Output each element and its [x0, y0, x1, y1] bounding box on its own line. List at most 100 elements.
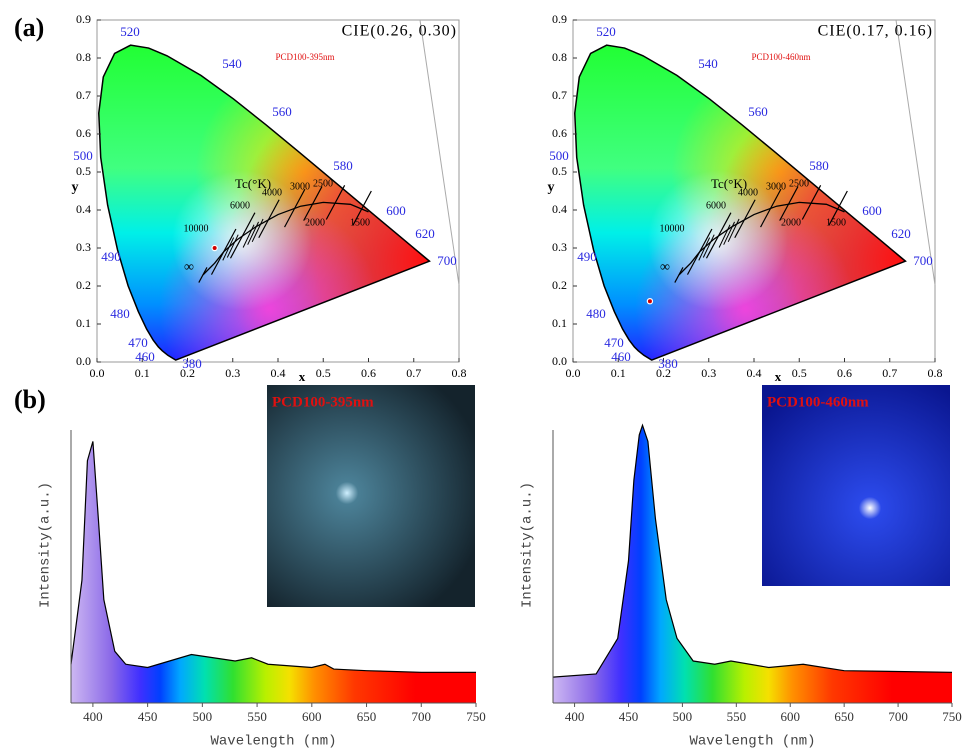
y-tick-label: 0.0	[552, 354, 567, 368]
x-tick-label: 0.2	[656, 366, 671, 380]
wavelength-label: 460	[611, 349, 631, 364]
cct-label: 4000	[738, 187, 758, 198]
isotherm	[801, 185, 822, 220]
cct-label: 1500	[350, 217, 370, 228]
planckian-title: Tc(°K)	[235, 176, 271, 191]
cct-label: 3000	[290, 181, 310, 192]
cct-label: 1500	[826, 217, 846, 228]
chromaticity-point	[646, 298, 654, 305]
y-tick-label: 0.8	[76, 50, 91, 64]
wavelength-label: 600	[862, 203, 882, 218]
cct-label: 3000	[766, 181, 786, 192]
x-tick-label: 0.0	[90, 366, 105, 380]
isotherm	[242, 224, 255, 248]
isotherm	[251, 218, 264, 243]
y-tick-label: 0.2	[76, 278, 91, 292]
x-tick-label: 600	[302, 709, 322, 724]
y-tick-label: 0.9	[76, 12, 91, 26]
cct-label: ∞	[660, 260, 670, 275]
y-tick-label: 0.4	[76, 202, 91, 216]
isotherm	[828, 190, 848, 226]
isotherm	[198, 267, 208, 283]
spectrum-line	[70, 441, 476, 673]
isotherm	[325, 185, 346, 220]
isotherm	[222, 237, 235, 261]
cct-label: 4000	[262, 187, 282, 198]
isotherm	[698, 237, 711, 261]
isotherm	[723, 221, 735, 245]
isotherm	[686, 228, 713, 275]
wavelength-label: 620	[415, 226, 435, 241]
x-tick-label: 0.2	[180, 366, 195, 380]
isotherm	[705, 212, 732, 259]
wavelength-label: 500	[549, 148, 569, 163]
cct-label: ∞	[184, 260, 194, 275]
isotherm	[247, 221, 259, 245]
cct-label: 10000	[184, 223, 209, 234]
y-tick-label: 0.0	[76, 354, 91, 368]
cie-annotation: CIE(0.26, 0.30)	[342, 23, 457, 40]
x-tick-label: 500	[673, 709, 693, 724]
y-axis-label: Intensity(a.u.)	[38, 482, 54, 608]
x-tick-label: 0.3	[701, 366, 716, 380]
isotherm	[718, 224, 731, 248]
x-axis-label: x	[775, 369, 782, 384]
x-tick-label: 650	[834, 709, 854, 724]
x-tick-label: 0.1	[135, 366, 150, 380]
x-tick-label: 0.6	[361, 366, 376, 380]
y-tick-label: 0.7	[552, 88, 567, 102]
x-tick-label: 0.8	[452, 366, 467, 380]
inset-label: PCD100-460nm	[767, 394, 869, 410]
x-tick-label: 0.6	[837, 366, 852, 380]
x-tick-label: 0.7	[882, 366, 897, 380]
isotherm	[727, 218, 740, 243]
cct-label: 2000	[781, 217, 801, 228]
wavelength-label: 580	[809, 158, 829, 173]
isotherm	[734, 199, 756, 239]
sample-label: PCD100-395nm	[275, 52, 334, 62]
y-axis-label: y	[548, 180, 555, 195]
panel-label: (b)	[14, 385, 46, 414]
isotherm	[702, 234, 715, 258]
x-tick-label: 550	[727, 709, 747, 724]
x-tick-label: 550	[247, 709, 267, 724]
wavelength-label: 480	[586, 306, 606, 321]
y-tick-label: 0.5	[76, 164, 91, 178]
x-tick-label: 400	[565, 709, 585, 724]
isotherm	[303, 186, 323, 221]
cct-label: 2000	[305, 217, 325, 228]
panel-label: (a)	[14, 13, 44, 42]
wavelength-label: 700	[437, 253, 457, 268]
inset-photo	[267, 385, 475, 607]
isotherm	[229, 212, 256, 259]
x-axis-label: Wavelength (nm)	[210, 734, 336, 750]
x-tick-label: 0.5	[792, 366, 807, 380]
wavelength-label: 560	[748, 104, 768, 119]
y-tick-label: 0.6	[552, 126, 567, 140]
wavelength-label: 540	[698, 56, 718, 71]
isotherm	[284, 188, 306, 228]
wavelength-label: 480	[110, 306, 130, 321]
x-tick-label: 400	[83, 709, 103, 724]
wavelength-label: 490	[101, 249, 121, 264]
y-tick-label: 0.9	[552, 12, 567, 26]
isotherm	[779, 186, 799, 221]
y-tick-label: 0.2	[552, 278, 567, 292]
x-tick-label: 650	[357, 709, 377, 724]
y-tick-label: 0.7	[76, 88, 91, 102]
x-tick-label: 0.3	[225, 366, 240, 380]
isotherm	[210, 228, 237, 275]
cct-label: 2500	[789, 178, 809, 189]
wavelength-label: 470	[128, 335, 148, 350]
x-axis-label: x	[299, 369, 306, 384]
wavelength-label: 520	[596, 24, 616, 39]
x-tick-label: 0.5	[316, 366, 331, 380]
y-tick-label: 0.6	[76, 126, 91, 140]
wavelength-label: 520	[120, 24, 140, 39]
cct-label: 2500	[313, 178, 333, 189]
sample-label: PCD100-460nm	[751, 52, 810, 62]
isotherm	[258, 199, 280, 239]
purity-line	[895, 19, 936, 286]
inset-label: PCD100-395nm	[272, 394, 374, 410]
